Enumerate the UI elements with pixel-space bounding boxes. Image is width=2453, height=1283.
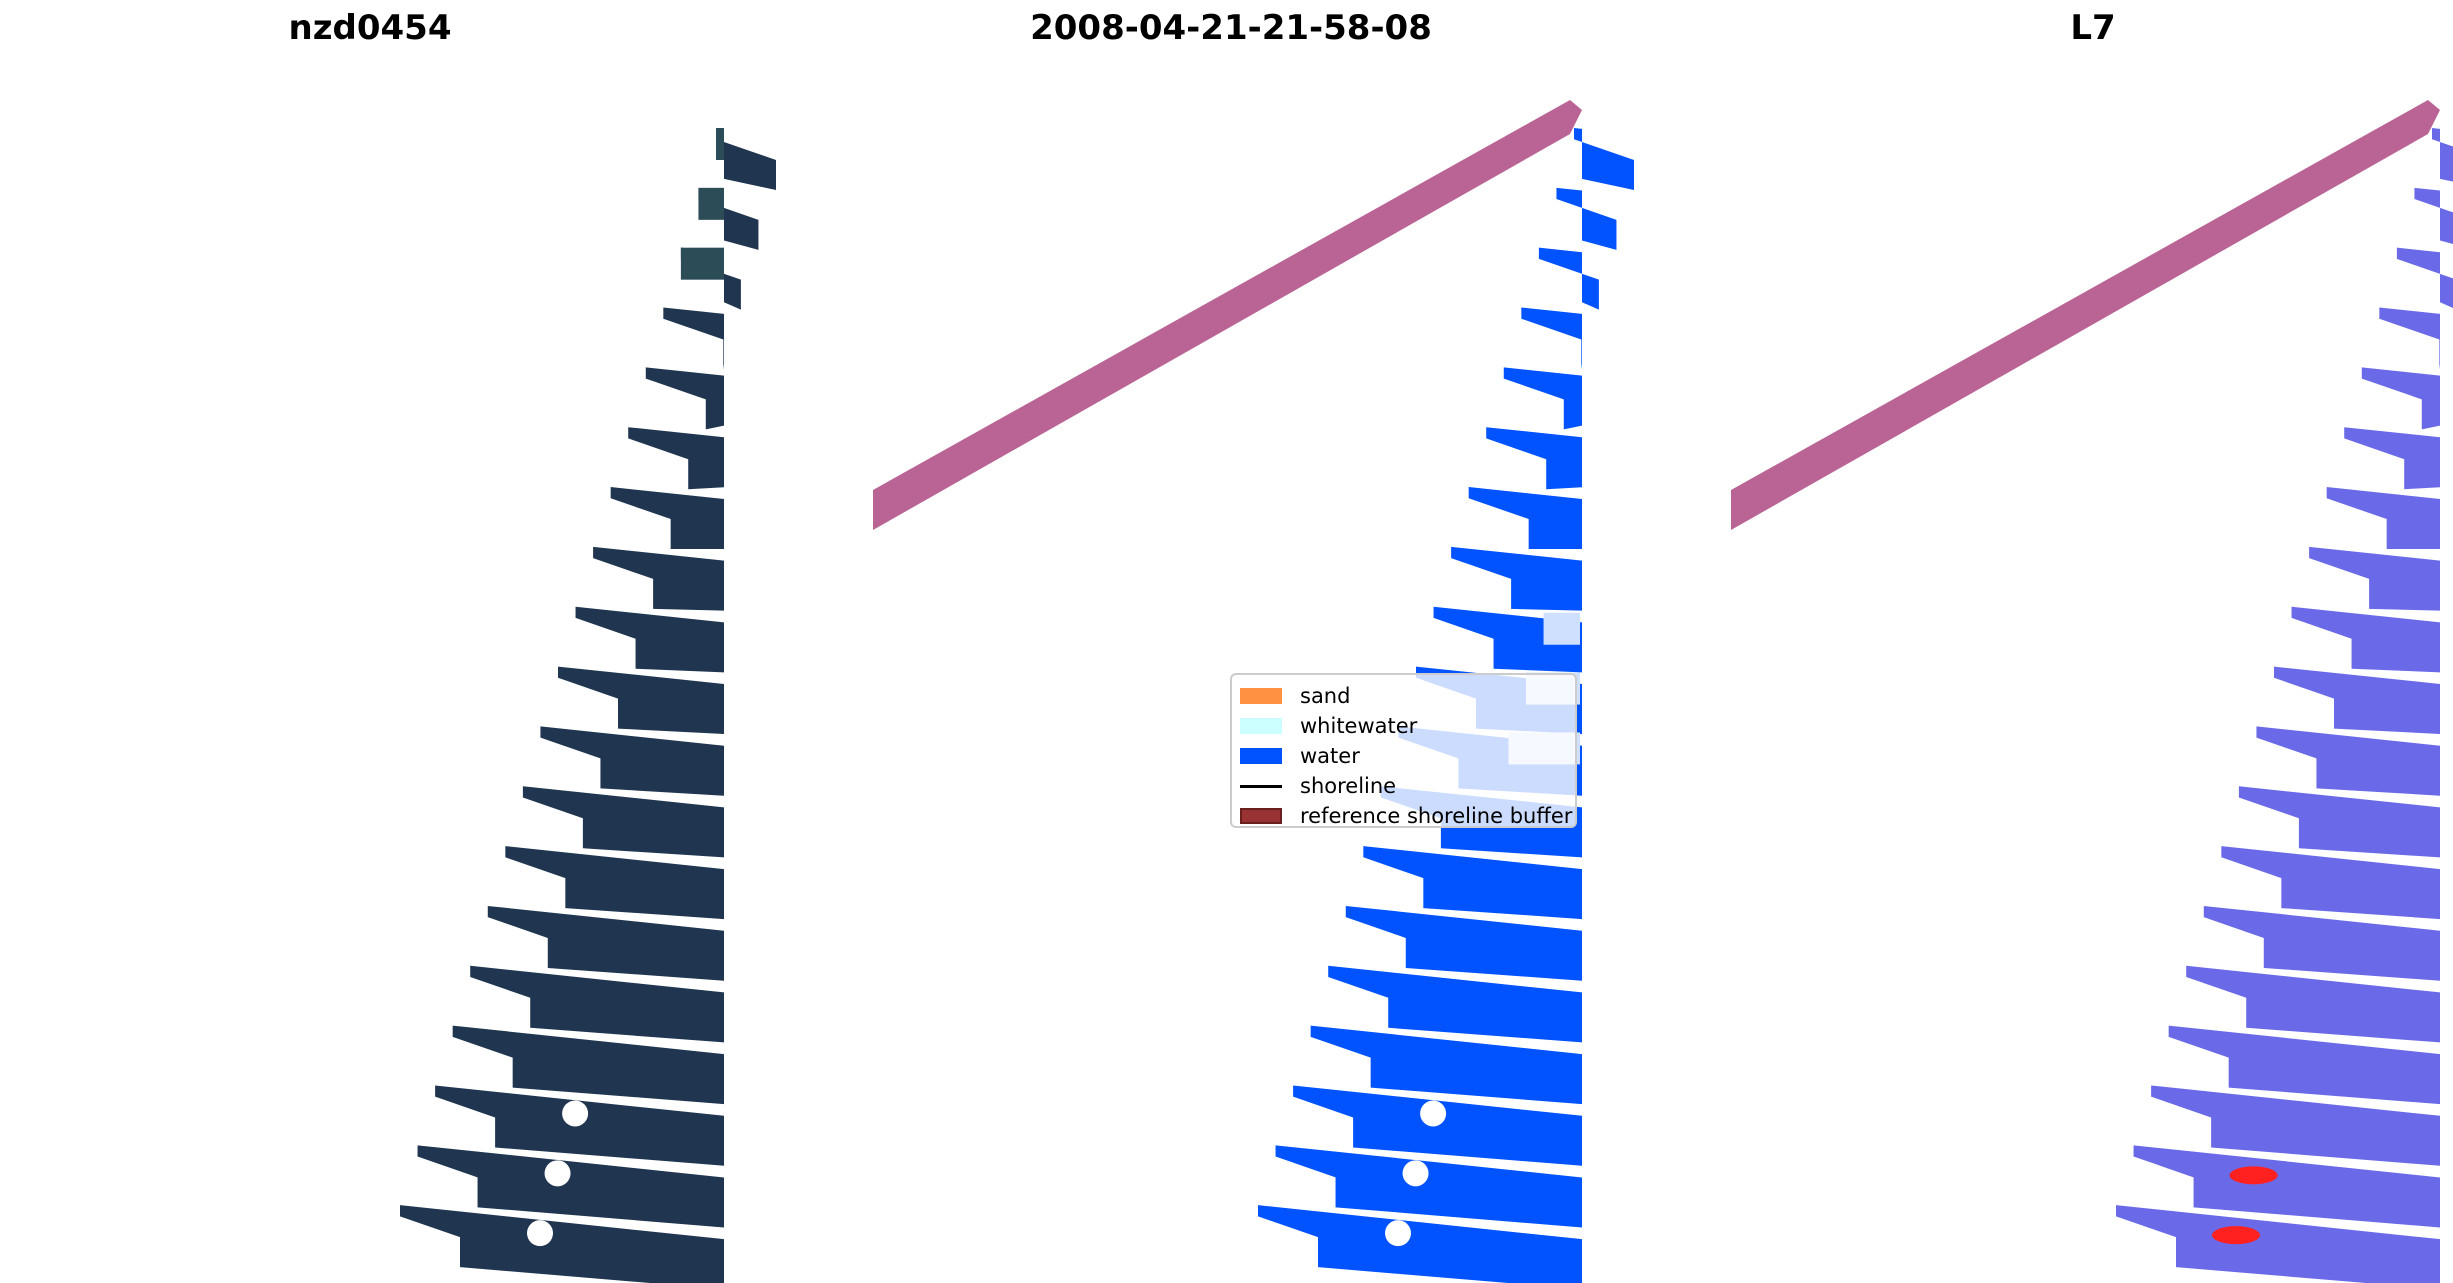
shallow-patch xyxy=(698,187,724,220)
legend-label-sand: sand xyxy=(1300,684,1351,708)
legend-swatch-sand xyxy=(1240,688,1282,704)
buffer-band xyxy=(873,100,1582,530)
image-stripe xyxy=(575,606,724,673)
image-stripe xyxy=(417,1145,724,1228)
legend-label-shoreline: shoreline xyxy=(1300,774,1397,798)
image-stripe xyxy=(2326,487,2440,550)
image-stripe xyxy=(1538,247,1599,310)
cloud-gap xyxy=(527,1220,553,1247)
cloud-gap xyxy=(1420,1100,1447,1127)
legend-swatch-whitewater xyxy=(1240,718,1282,734)
image-stripe xyxy=(2309,546,2440,611)
cloud-gap xyxy=(544,1160,571,1187)
shallow-patch xyxy=(680,247,724,280)
image-stripe xyxy=(505,846,724,920)
shallow-patch xyxy=(716,128,724,160)
image-stripe xyxy=(716,128,776,190)
panel-title-satellite: L7 xyxy=(2070,8,2116,48)
image-stripe xyxy=(2151,1085,2440,1166)
image-stripe xyxy=(2379,307,2440,370)
image-stripe xyxy=(1556,187,1617,250)
image-stripe xyxy=(1574,128,1634,190)
image-stripe xyxy=(1468,487,1582,550)
water-index-image xyxy=(2116,128,2453,1283)
image-stripe xyxy=(628,427,724,490)
legend-swatch-reference-shoreline-buffer xyxy=(1240,808,1282,824)
image-stripe xyxy=(2344,427,2440,490)
image-stripe xyxy=(2116,1205,2440,1283)
reference-shoreline-buffer-right xyxy=(1731,100,2440,530)
legend-swatch-water xyxy=(1240,748,1282,764)
image-stripe xyxy=(452,1025,724,1105)
image-stripe xyxy=(2361,367,2440,430)
cloud-gap xyxy=(1402,1160,1429,1187)
faded-water-patch xyxy=(1543,612,1580,645)
legend: sand whitewater water shoreline referenc… xyxy=(1230,673,1577,828)
panel-title-date: 2008-04-21-21-58-08 xyxy=(1030,8,1432,48)
legend-item-water: water xyxy=(1240,741,1567,771)
image-stripe xyxy=(470,965,724,1043)
image-stripe xyxy=(2168,1025,2440,1105)
image-stripe xyxy=(1521,307,1582,370)
image-stripe xyxy=(1363,846,1582,920)
legend-item-shoreline: shoreline xyxy=(1240,771,1567,801)
image-stripe xyxy=(1503,367,1582,430)
reference-shoreline-buffer-middle xyxy=(873,100,1582,530)
image-stripe xyxy=(2432,128,2453,182)
image-stripe xyxy=(540,726,724,796)
legend-label-whitewater: whitewater xyxy=(1300,714,1418,738)
positive-index-patch xyxy=(2212,1226,2260,1245)
image-stripe xyxy=(2396,247,2453,308)
image-stripe xyxy=(400,1205,724,1283)
image-stripe xyxy=(610,487,724,550)
image-stripe xyxy=(663,307,724,370)
legend-item-whitewater: whitewater xyxy=(1240,711,1567,741)
image-stripe xyxy=(2238,786,2440,858)
image-stripe xyxy=(593,546,724,611)
image-stripe xyxy=(2274,666,2440,735)
image-stripe xyxy=(1328,965,1582,1043)
image-stripe xyxy=(522,786,724,858)
cloud-gap xyxy=(562,1100,589,1127)
image-stripe xyxy=(2256,726,2440,796)
positive-index-patch xyxy=(2229,1166,2278,1185)
image-stripe xyxy=(1310,1025,1582,1105)
image-stripe xyxy=(1486,427,1582,490)
image-stripe xyxy=(558,666,724,735)
image-stripe xyxy=(645,367,724,430)
image-stripe xyxy=(2291,606,2440,673)
image-stripe xyxy=(2186,965,2440,1043)
legend-item-sand: sand xyxy=(1240,681,1567,711)
image-stripe xyxy=(2221,846,2440,920)
panel-title-rgb: nzd0454 xyxy=(288,8,452,48)
image-stripe xyxy=(2414,187,2453,245)
image-stripe xyxy=(2203,905,2440,981)
legend-label-water: water xyxy=(1300,744,1360,768)
legend-label-reference-shoreline-buffer: reference shoreline buffer xyxy=(1300,804,1573,828)
image-stripe xyxy=(487,905,724,981)
image-stripe xyxy=(1345,905,1582,981)
legend-swatch-shoreline xyxy=(1240,784,1282,788)
cloud-gap xyxy=(1385,1220,1411,1247)
image-stripe xyxy=(1451,546,1582,611)
legend-item-reference-shoreline-buffer: reference shoreline buffer xyxy=(1240,801,1572,831)
image-stripe xyxy=(1258,1205,1582,1283)
rgb-image xyxy=(400,128,776,1283)
image-stripe xyxy=(1275,1145,1582,1228)
image-stripe xyxy=(2133,1145,2440,1228)
buffer-band xyxy=(1731,100,2440,530)
